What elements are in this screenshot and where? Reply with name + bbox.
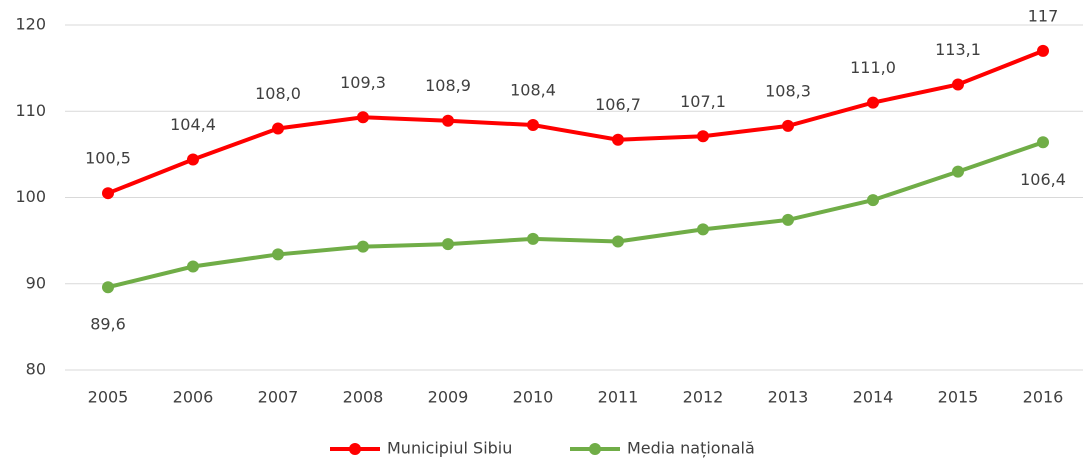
- point: [697, 223, 709, 236]
- point: [867, 194, 879, 207]
- x-tick-label: 2014: [853, 388, 894, 407]
- legend-label: Media națională: [627, 439, 755, 458]
- x-tick-label: 2008: [343, 388, 384, 407]
- point: [1037, 136, 1049, 149]
- point: [187, 153, 199, 166]
- y-tick-label: 120: [15, 15, 46, 34]
- x-tick-label: 2013: [768, 388, 809, 407]
- point: [187, 260, 199, 273]
- data-label: 100,5: [85, 149, 131, 168]
- y-tick-label: 100: [15, 187, 46, 206]
- x-tick-label: 2011: [598, 388, 639, 407]
- point: [357, 111, 369, 124]
- data-label: 108,3: [765, 81, 811, 100]
- data-label: 106,4: [1020, 170, 1066, 189]
- point: [272, 122, 284, 135]
- x-tick-label: 2012: [683, 388, 724, 407]
- point: [102, 187, 114, 200]
- data-label: 104,4: [170, 115, 216, 134]
- legend-label: Municipiul Sibiu: [387, 439, 512, 458]
- point: [612, 133, 624, 146]
- data-label: 106,7: [595, 95, 641, 114]
- x-tick-label: 2006: [173, 388, 214, 407]
- point: [867, 96, 879, 109]
- point: [442, 238, 454, 251]
- data-label: 111,0: [850, 58, 896, 77]
- legend-marker: [349, 443, 361, 455]
- data-label: 113,1: [935, 40, 981, 59]
- x-tick-label: 2015: [938, 388, 979, 407]
- point: [1037, 44, 1049, 57]
- y-tick-label: 110: [15, 101, 46, 120]
- point: [782, 119, 794, 132]
- x-tick-label: 2010: [513, 388, 554, 407]
- x-tick-label: 2007: [258, 388, 299, 407]
- point: [612, 235, 624, 248]
- point: [952, 165, 964, 178]
- x-tick-label: 2005: [88, 388, 129, 407]
- series-line: [107, 49, 1044, 196]
- legend-marker: [589, 443, 601, 455]
- point: [782, 213, 794, 226]
- data-label: 89,6: [90, 315, 126, 334]
- point: [952, 78, 964, 91]
- data-label: 107,1: [680, 92, 726, 111]
- x-tick-label: 2009: [428, 388, 469, 407]
- data-label: 108,4: [510, 81, 556, 100]
- x-tick-label: 2016: [1023, 388, 1064, 407]
- y-tick-label: 90: [26, 273, 46, 292]
- data-label: 109,3: [340, 73, 386, 92]
- point: [357, 240, 369, 253]
- data-label: 117: [1028, 6, 1059, 25]
- point: [527, 232, 539, 245]
- point: [102, 281, 114, 294]
- y-tick-label: 80: [26, 360, 46, 379]
- point: [442, 114, 454, 127]
- series-line: [107, 140, 1044, 290]
- data-label: 108,9: [425, 76, 471, 95]
- data-label: 108,0: [255, 84, 301, 103]
- point: [697, 130, 709, 143]
- point: [272, 248, 284, 261]
- point: [527, 119, 539, 132]
